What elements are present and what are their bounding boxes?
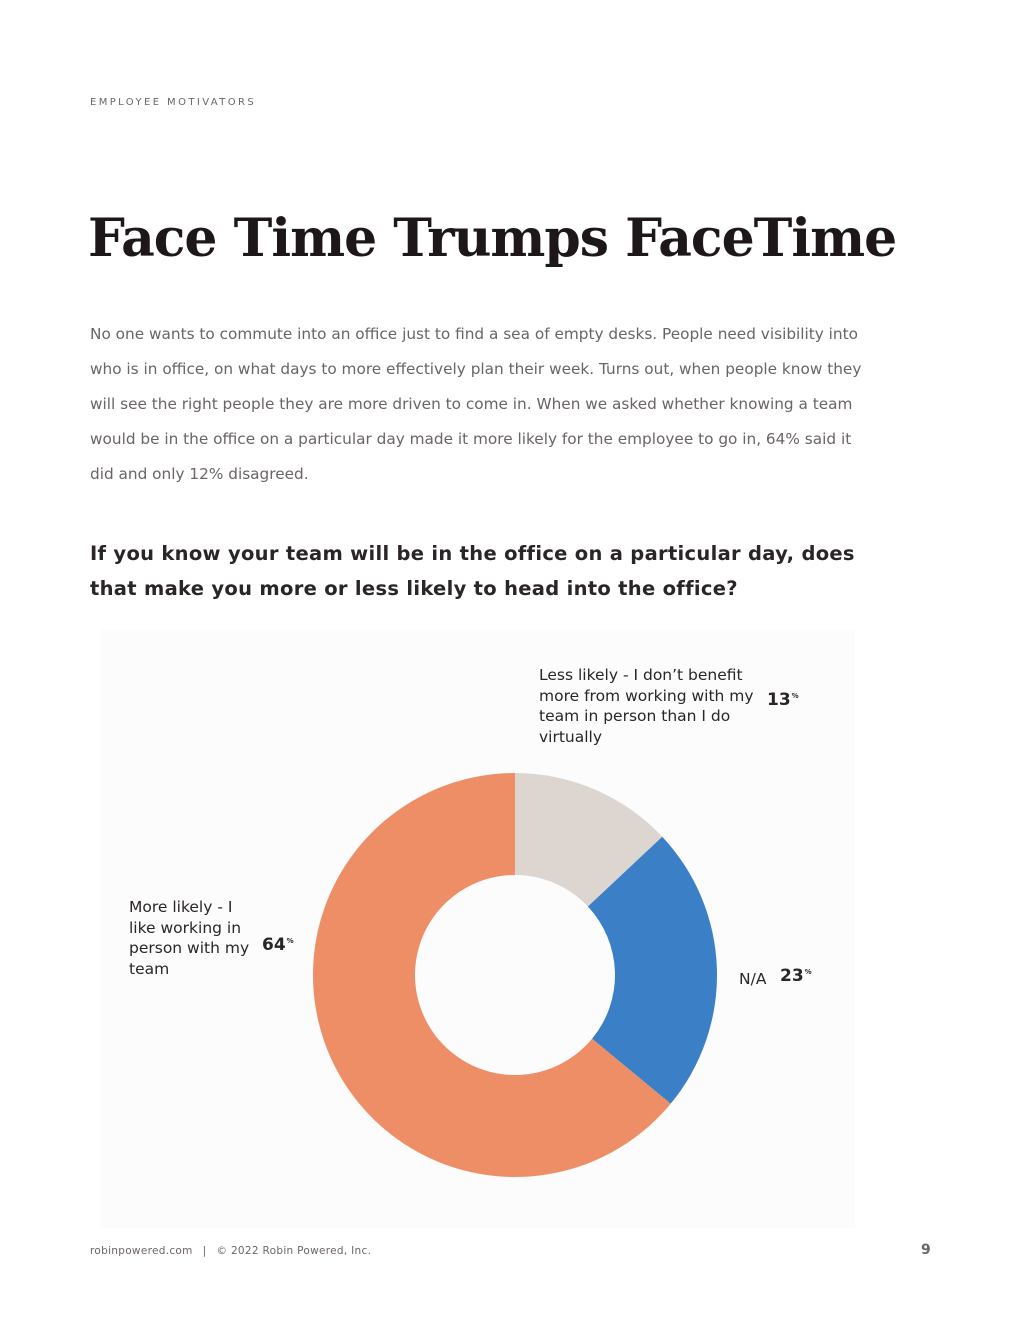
slice-label-more-likely: More likely - I like working in person w… — [129, 898, 250, 978]
footer-website: robinpowered.com — [90, 1245, 193, 1257]
page-title: Face Time Trumps FaceTime — [88, 208, 897, 269]
slice-value-na: 23% — [780, 966, 812, 986]
slice-value-more-likely: 64% — [262, 935, 294, 955]
footer: robinpowered.com | © 2022 Robin Powered, I… — [90, 1245, 371, 1257]
slice-label-less-likely: Less likely - I don’t benefit more from … — [539, 666, 754, 746]
donut-slice-more-likely — [312, 773, 671, 1177]
slice-label-na: N/A — [739, 970, 767, 988]
slice-value-less-likely: 13% — [767, 690, 799, 710]
section-label: EMPLOYEE MOTIVATORS — [90, 97, 257, 108]
donut-chart — [312, 773, 718, 1177]
donut-chart-panel: Less likely - I don’t benefit more from … — [101, 630, 855, 1228]
donut-slice-na — [587, 836, 718, 1104]
page-number: 9 — [921, 1242, 931, 1258]
chart-question: If you know your team will be in the off… — [90, 542, 855, 600]
footer-separator: | — [202, 1245, 207, 1257]
body-paragraph: No one wants to commute into an office j… — [90, 325, 862, 483]
donut-slice-less-likely — [515, 773, 663, 907]
footer-copyright: © 2022 Robin Powered, Inc. — [216, 1245, 372, 1257]
